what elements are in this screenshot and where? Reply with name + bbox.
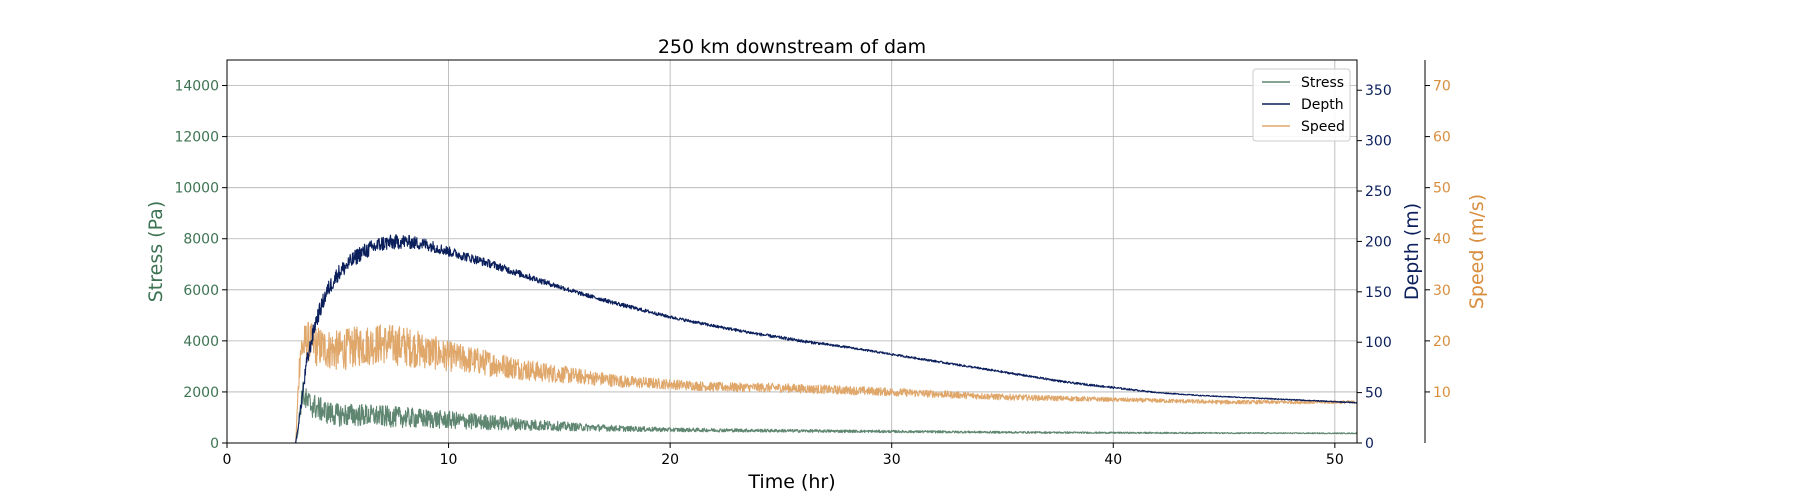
x-tick-label: 0 [223,452,232,468]
depth-tick-label: 250 [1365,184,1392,200]
speed-tick-label: 60 [1433,130,1451,146]
x-tick-label: 10 [440,452,458,468]
x-axis-label: Time (hr) [747,471,835,493]
stress-tick-label: 2000 [183,385,219,401]
speed-tick-label: 50 [1433,181,1451,197]
depth-tick-label: 0 [1365,436,1374,452]
series-line-stress [226,381,1358,444]
chart-title: 250 km downstream of dam [658,36,926,58]
depth-tick-label: 350 [1365,83,1392,99]
depth-tick-label: 50 [1365,386,1383,402]
stress-tick-label: 12000 [174,130,219,146]
x-tick-label: 40 [1104,452,1122,468]
speed-axis-label: Speed (m/s) [1466,194,1488,309]
speed-tick-label: 20 [1433,334,1451,350]
legend-label-stress: Stress [1301,75,1344,91]
speed-tick-label: 40 [1433,232,1451,248]
legend-label-depth: Depth [1301,97,1344,113]
stress-tick-label: 10000 [174,181,219,197]
stress-axis-label: Stress (Pa) [145,201,167,303]
depth-axis-label: Depth (m) [1401,203,1423,300]
speed-tick-label: 30 [1433,283,1451,299]
x-tick-label: 30 [883,452,901,468]
depth-tick-label: 100 [1365,335,1392,351]
speed-tick-label: 70 [1433,79,1451,95]
stress-tick-label: 8000 [183,232,219,248]
series-layer [226,234,1358,444]
depth-tick-label: 200 [1365,234,1392,250]
series-line-depth [226,234,1358,444]
x-tick-label: 20 [661,452,679,468]
depth-tick-label: 150 [1365,285,1392,301]
legend-label-speed: Speed [1301,119,1345,135]
stress-tick-label: 4000 [183,334,219,350]
stress-tick-label: 0 [210,436,219,452]
stress-tick-label: 6000 [183,283,219,299]
ticks: 0 10 20 30 40 5002000400060008000100001200014… [174,79,1450,468]
plot-frame [226,59,1358,444]
x-tick-label: 50 [1326,452,1344,468]
depth-tick-label: 300 [1365,134,1392,150]
stress-tick-label: 14000 [174,79,219,95]
legend-box [1252,68,1351,142]
legend: Stress Depth Speed [1252,68,1351,142]
speed-tick-label: 10 [1433,385,1451,401]
series-line-speed [226,321,1358,444]
